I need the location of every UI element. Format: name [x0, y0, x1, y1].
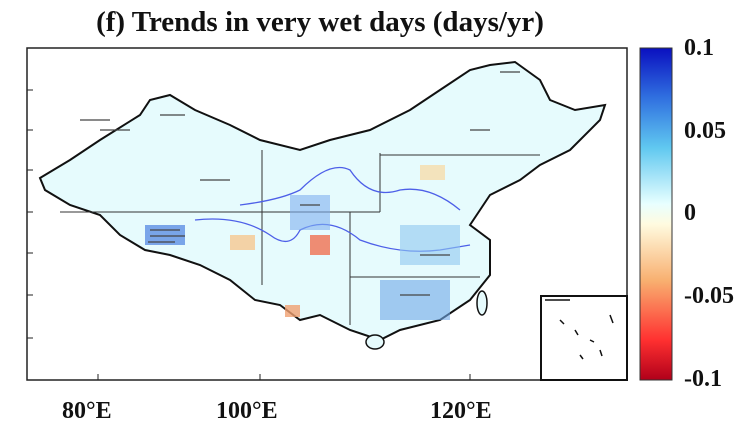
significance-dashes: [80, 71, 520, 296]
taiwan-island: [476, 290, 488, 316]
y-ticks: [27, 89, 471, 380]
x-tick-label: 100°E: [216, 398, 278, 424]
trend-patches: [145, 165, 460, 320]
colorbar-label: 0.1: [684, 35, 714, 61]
x-tick-label: 120°E: [430, 398, 492, 424]
hainan-island: [365, 334, 385, 350]
south-china-sea-inset: [540, 295, 628, 381]
colorbar-label: -0.1: [684, 366, 722, 392]
colorbar-label: -0.05: [684, 283, 734, 309]
x-tick-label: 80°E: [62, 398, 112, 424]
map-title: (f) Trends in very wet days (days/yr): [96, 6, 544, 38]
colorbar-label: 0: [684, 200, 696, 226]
colorbar: [639, 47, 673, 381]
colorbar-label: 0.05: [684, 118, 726, 144]
